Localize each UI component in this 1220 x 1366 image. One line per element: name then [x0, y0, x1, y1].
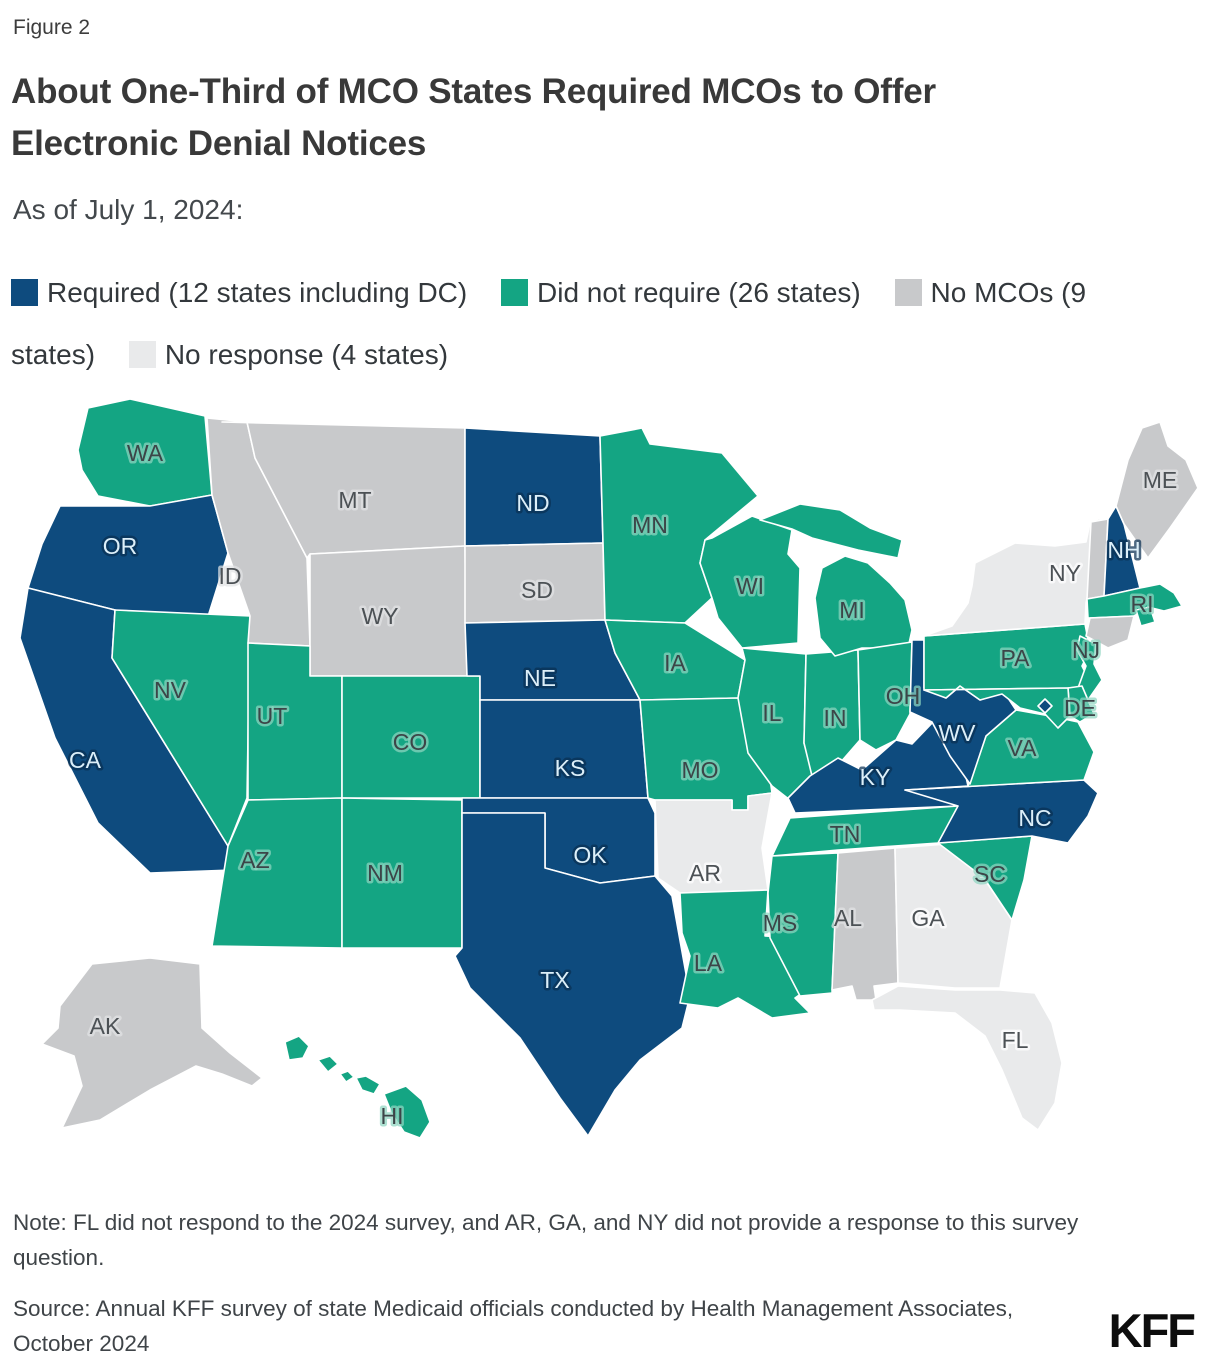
- page-title: About One-Third of MCO States Required M…: [11, 72, 936, 163]
- state-label-ca: CA: [69, 747, 102, 773]
- state-label-la: LA: [694, 950, 723, 976]
- state-label-az: AZ: [240, 847, 269, 873]
- state-label-ny: NY: [1049, 560, 1081, 586]
- state-label-ut: UT: [257, 703, 288, 729]
- state-label-tx: TX: [540, 967, 569, 993]
- kff-logo: KFF: [1108, 1304, 1196, 1357]
- state-me: [1115, 421, 1199, 559]
- state-label-mt: MT: [338, 487, 371, 513]
- state-label-nm: NM: [367, 860, 403, 886]
- state-label-ne: NE: [524, 665, 556, 691]
- state-ri: [1135, 606, 1156, 627]
- note-text: Note: FL did not respond to the 2024 sur…: [13, 1210, 1079, 1270]
- state-label-co: CO: [393, 729, 428, 755]
- legend-swatch-required: [11, 279, 38, 306]
- legend-swatch-no_response: [128, 341, 156, 368]
- state-az: [211, 797, 343, 949]
- state-label-in: IN: [824, 705, 847, 731]
- state-label-ar: AR: [689, 860, 721, 886]
- legend-item-no_response: No response (4 states): [128, 339, 449, 370]
- state-label-wy: WY: [361, 603, 398, 629]
- state-label-ok: OK: [573, 842, 607, 868]
- legend-swatch-did_not_require: [501, 279, 528, 306]
- state-label-wi: WI: [736, 573, 764, 599]
- state-nc: [904, 779, 1099, 844]
- subtitle-date: As of July 1, 2024:: [13, 194, 244, 225]
- state-label-ak: AK: [90, 1013, 121, 1039]
- state-label-or: OR: [103, 533, 138, 559]
- legend-item-did_not_require: Did not require (26 states): [501, 277, 861, 308]
- legend-swatch-no_mcos: [894, 279, 922, 306]
- state-label-wv: WV: [938, 720, 976, 746]
- state-label-fl: FL: [1002, 1027, 1029, 1053]
- state-label-ri: RI: [1131, 591, 1154, 617]
- state-nv: [111, 609, 251, 847]
- state-label-oh: OH: [886, 683, 921, 709]
- state-label-ga: GA: [911, 905, 945, 931]
- state-md: [923, 685, 1071, 729]
- state-label-al: AL: [834, 905, 862, 931]
- state-label-nc: NC: [1018, 805, 1051, 831]
- us-choropleth-map: WA OR CA NV ID MT WY UT CO AZ NM ND SD NE KS OK TX MN IA MO…: [0, 384, 1220, 1170]
- state-label-il: IL: [762, 700, 781, 726]
- state-label-ky: KY: [860, 764, 891, 790]
- state-label-nj: NJ: [1072, 637, 1100, 663]
- legend-label-required: Required (12 states including DC): [47, 277, 468, 308]
- figure-label: Figure 2: [13, 16, 91, 39]
- state-tx: [454, 812, 691, 1137]
- state-label-sd: SD: [521, 577, 553, 603]
- state-label-va: VA: [1008, 735, 1038, 761]
- state-hi: [284, 1035, 431, 1139]
- state-label-me: ME: [1143, 467, 1178, 493]
- source-text: Source: Annual KFF survey of state Medic…: [13, 1296, 1014, 1356]
- state-nh: [1103, 505, 1141, 597]
- state-label-mi: MI: [839, 597, 865, 623]
- state-label-sc: SC: [974, 861, 1006, 887]
- state-fl: [871, 985, 1063, 1131]
- legend-item-required: Required (12 states including DC): [11, 277, 467, 308]
- state-mi: [759, 503, 913, 657]
- state-ct: [1085, 615, 1135, 649]
- state-label-nd: ND: [516, 490, 549, 516]
- state-label-mo: MO: [681, 757, 718, 783]
- state-label-ms: MS: [763, 910, 798, 936]
- state-label-pa: PA: [1001, 645, 1031, 671]
- state-label-id: ID: [219, 563, 242, 589]
- state-label-mn: MN: [632, 512, 668, 538]
- state-ak: [41, 957, 263, 1129]
- state-label-ia: IA: [664, 650, 686, 676]
- state-dc: [1037, 698, 1053, 714]
- state-ar: [654, 792, 773, 894]
- state-label-de: DE: [1064, 695, 1096, 721]
- state-ks: [479, 699, 649, 799]
- legend-item-no_mcos: No MCOs (9 states): [11, 277, 1086, 370]
- state-label-tn: TN: [830, 821, 861, 847]
- state-label-ks: KS: [555, 755, 586, 781]
- legend-label-no_response: No response (4 states): [164, 339, 449, 370]
- legend-label-no_mcos: No MCOs (9 states): [11, 277, 1087, 370]
- state-label-nh: NH: [1107, 537, 1140, 563]
- state-nd: [464, 427, 604, 547]
- state-label-wa: WA: [127, 440, 164, 466]
- state-label-hi: HI: [381, 1103, 404, 1129]
- state-label-nv: NV: [154, 677, 187, 703]
- legend-label-did_not_require: Did not require (26 states): [537, 277, 861, 308]
- legend: Required (12 states including DC) Did no…: [11, 262, 1199, 386]
